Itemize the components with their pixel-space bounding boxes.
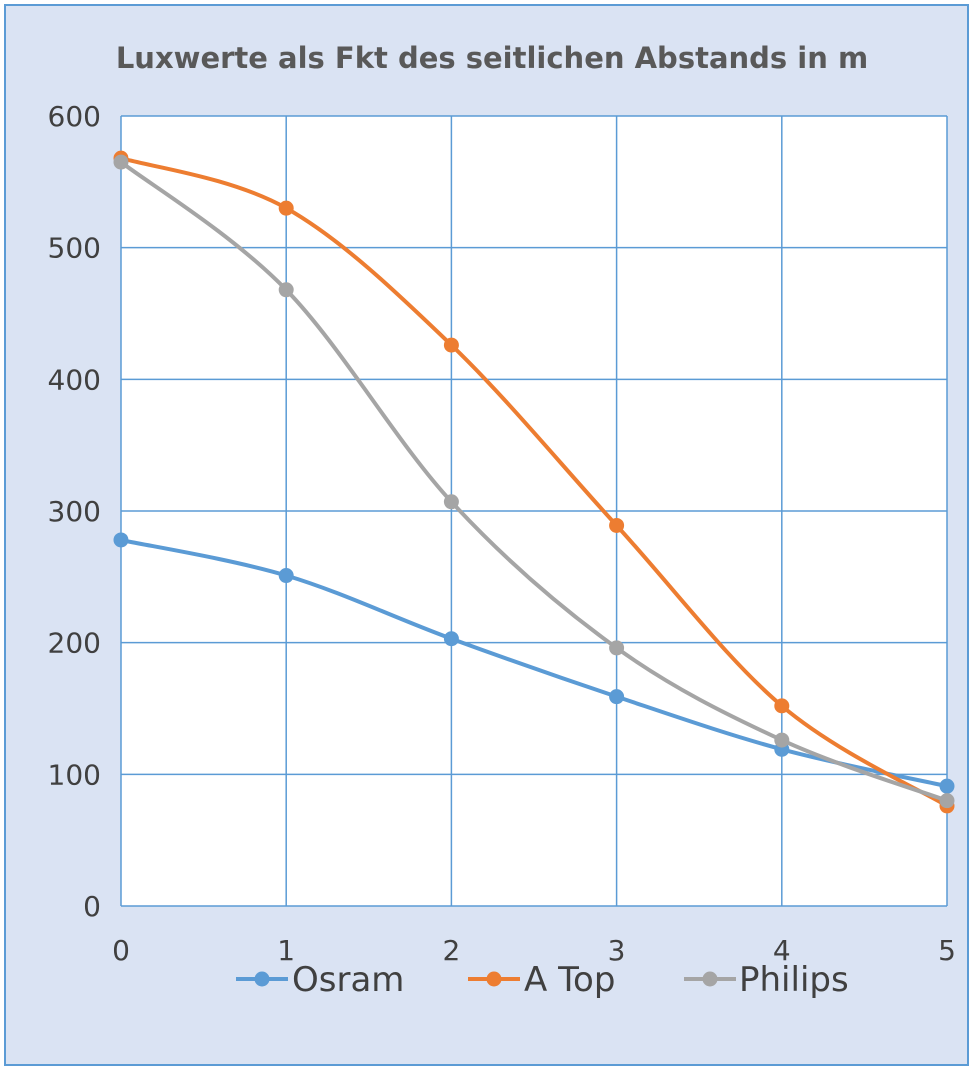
legend-label-philips: Philips bbox=[739, 960, 849, 1000]
data-point-philips bbox=[113, 154, 129, 170]
x-tick-label: 4 bbox=[773, 934, 791, 967]
legend-marker-philips bbox=[702, 971, 718, 987]
data-point-philips bbox=[278, 282, 294, 298]
chart-area: Luxwerte als Fkt des seitlichen Abstands… bbox=[4, 4, 969, 1066]
data-point-philips bbox=[774, 732, 790, 748]
y-tick-label: 400 bbox=[48, 363, 101, 396]
data-point-a-top bbox=[774, 698, 790, 714]
y-tick-label: 200 bbox=[48, 627, 101, 660]
data-point-a-top bbox=[443, 337, 459, 353]
plot-area: 0 100 200 300 400 500 600 0 1 2 3 4 5 bbox=[48, 100, 956, 967]
series-line-a-top bbox=[119, 156, 949, 808]
series-line-philips bbox=[119, 160, 949, 803]
y-tick-label: 600 bbox=[48, 100, 101, 133]
data-point-philips bbox=[939, 793, 955, 809]
data-point-philips bbox=[609, 640, 625, 656]
data-point-osram bbox=[443, 631, 459, 647]
legend-marker-osram bbox=[254, 971, 270, 987]
y-tick-label: 500 bbox=[48, 232, 101, 265]
y-tick-label: 0 bbox=[83, 890, 101, 923]
y-tick-label: 100 bbox=[48, 758, 101, 791]
legend-label-a-top: A Top bbox=[524, 960, 615, 1000]
data-point-osram bbox=[939, 778, 955, 794]
data-point-osram bbox=[609, 689, 625, 705]
data-point-osram bbox=[278, 568, 294, 584]
legend-marker-a-top bbox=[486, 971, 502, 987]
legend-label-osram: Osram bbox=[292, 960, 404, 1000]
data-point-osram bbox=[113, 532, 129, 548]
line-chart: Luxwerte als Fkt des seitlichen Abstands… bbox=[48, 41, 956, 1000]
data-point-a-top bbox=[278, 200, 294, 216]
data-point-philips bbox=[443, 494, 459, 510]
chart-title: Luxwerte als Fkt des seitlichen Abstands… bbox=[116, 41, 868, 75]
x-tick-label: 0 bbox=[112, 934, 130, 967]
data-point-a-top bbox=[609, 517, 625, 533]
x-tick-label: 2 bbox=[442, 934, 460, 967]
x-tick-label: 5 bbox=[938, 934, 956, 967]
x-tick-label: 3 bbox=[608, 934, 626, 967]
series-line-osram bbox=[119, 537, 949, 789]
legend: Osram A Top Philips bbox=[236, 960, 849, 1000]
x-tick-label: 1 bbox=[277, 934, 295, 967]
y-tick-label: 300 bbox=[48, 495, 101, 528]
